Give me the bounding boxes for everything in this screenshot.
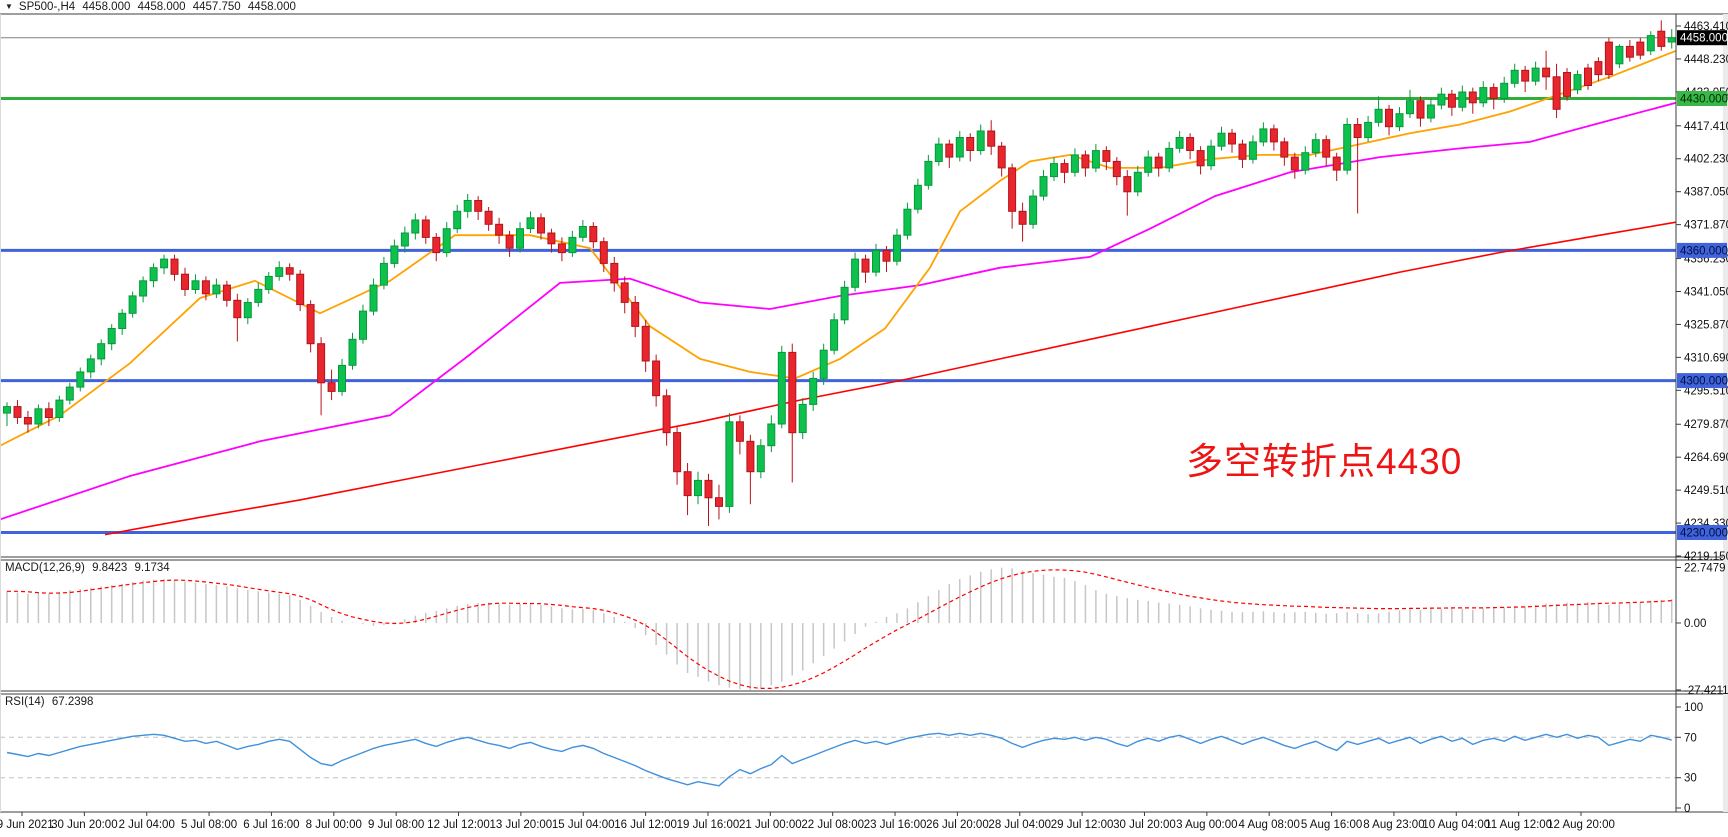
svg-text:2 Jul 04:00: 2 Jul 04:00 [119,819,175,831]
svg-text:30 Jul 20:00: 30 Jul 20:00 [1113,819,1176,831]
rsi-indicator-label: RSI(14) 67.2398 [5,696,97,708]
svg-text:12 Jul 12:00: 12 Jul 12:00 [427,819,490,831]
svg-text:21 Jul 00:00: 21 Jul 00:00 [739,819,802,831]
svg-text:5 Aug 16:00: 5 Aug 16:00 [1301,819,1362,831]
svg-text:4448.230: 4448.230 [1684,54,1728,66]
svg-text:-27.4211: -27.4211 [1684,685,1728,697]
price-badge-4360.000 [1677,242,1727,258]
svg-text:11 Aug 12:00: 11 Aug 12:00 [1485,819,1552,831]
svg-text:23 Jul 16:00: 23 Jul 16:00 [864,819,927,831]
horizontal-level-lines [0,37,1676,534]
svg-text:4230.000: 4230.000 [1680,527,1728,539]
svg-text:22 Jul 08:00: 22 Jul 08:00 [801,819,864,831]
svg-text:4430.000: 4430.000 [1680,93,1728,105]
svg-text:9 Jul 08:00: 9 Jul 08:00 [368,819,424,831]
svg-text:12 Aug 20:00: 12 Aug 20:00 [1547,819,1615,831]
svg-text:30 Jun 20:00: 30 Jun 20:00 [51,819,118,831]
panel-borders [0,13,1728,813]
svg-text:4458.000: 4458.000 [1680,33,1728,45]
svg-text:4341.050: 4341.050 [1684,286,1728,298]
svg-text:29 Jul 12:00: 29 Jul 12:00 [1051,819,1114,831]
macd-panel [6,567,1673,690]
svg-text:29 Jun 2021: 29 Jun 2021 [0,819,54,831]
svg-text:4249.510: 4249.510 [1684,485,1728,497]
svg-text:8 Jul 00:00: 8 Jul 00:00 [306,819,362,831]
price-badge-4230.000 [1677,525,1727,540]
svg-text:4310.690: 4310.690 [1684,352,1728,364]
svg-text:30: 30 [1684,773,1697,785]
ohlc-open: 4458.000 [82,1,131,13]
svg-text:4402.230: 4402.230 [1684,154,1728,166]
window-edge-strip [1723,14,1728,812]
svg-text:4295.510: 4295.510 [1684,385,1728,397]
macd-name: MACD(12,26,9) [5,562,85,574]
svg-text:10 Aug 04:00: 10 Aug 04:00 [1422,819,1490,831]
svg-text:4371.870: 4371.870 [1684,220,1728,232]
ohlc-low: 4457.750 [192,1,241,13]
svg-text:4360.000: 4360.000 [1680,245,1728,257]
svg-text:19 Jul 16:00: 19 Jul 16:00 [677,819,740,831]
svg-text:8 Aug 23:00: 8 Aug 23:00 [1363,819,1424,831]
symbol-period-label: SP500-,H4 [18,1,76,13]
svg-text:4279.870: 4279.870 [1684,419,1728,431]
svg-text:13 Jul 20:00: 13 Jul 20:00 [490,819,553,831]
moving-averages-layer [0,49,1676,536]
ohlc-close: 4458.000 [247,1,296,13]
price-badge-4300.000 [1677,373,1727,389]
svg-text:4463.410: 4463.410 [1684,21,1728,33]
svg-text:4417.410: 4417.410 [1684,121,1728,133]
price-badge-4430.000 [1677,91,1727,106]
rsi-value: 67.2398 [51,696,94,708]
macd-main-value: 9.8423 [92,562,128,574]
price-badge-4458.000 [1677,30,1727,46]
candles-layer [3,20,1676,526]
svg-text:0.00: 0.00 [1684,618,1706,630]
svg-text:4264.690: 4264.690 [1684,452,1728,464]
ohlc-high: 4458.000 [137,1,186,13]
rsi-name: RSI(14) [5,696,45,708]
svg-text:5 Jul 08:00: 5 Jul 08:00 [181,819,237,831]
macd-signal-value: 9.1734 [134,562,170,574]
chart-annotation-text: 多空转折点4430 [1186,441,1463,482]
rsi-panel [0,732,1676,787]
svg-text:26 Jul 20:00: 26 Jul 20:00 [926,819,989,831]
chart-title-bar: ▼ SP500-,H4 4458.000 4458.000 4457.750 44… [5,1,300,13]
svg-text:4300.000: 4300.000 [1680,376,1728,388]
svg-text:16 Jul 12:00: 16 Jul 12:00 [614,819,677,831]
svg-text:0: 0 [1684,803,1690,815]
svg-text:15 Jul 04:00: 15 Jul 04:00 [552,819,615,831]
macd-indicator-label: MACD(12,26,9) 9.8423 9.1734 [5,562,174,574]
svg-text:100: 100 [1684,702,1703,714]
svg-text:22.7479: 22.7479 [1684,562,1726,574]
macd-scale: 22.7479 0.00 -27.4211 [1676,562,1728,697]
rsi-scale: 100 70 30 0 [1676,702,1703,815]
svg-text:4219.150: 4219.150 [1684,551,1728,563]
svg-text:4325.870: 4325.870 [1684,319,1728,331]
svg-text:28 Jul 04:00: 28 Jul 04:00 [988,819,1051,831]
chart-dropdown-arrow-icon[interactable]: ▼ [5,2,13,11]
svg-text:4 Aug 08:00: 4 Aug 08:00 [1238,819,1299,831]
svg-text:3 Aug 00:00: 3 Aug 00:00 [1176,819,1237,831]
price-axis: 4463.4104448.2304433.0504417.4104402.230… [1676,21,1728,563]
price-axis-badges: 4458.000 4430.000 4360.000 4300.000 4230.000 [1677,30,1728,540]
svg-text:6 Jul 16:00: 6 Jul 16:00 [243,819,299,831]
svg-text:4387.050: 4387.050 [1684,187,1728,199]
svg-text:70: 70 [1684,732,1697,744]
